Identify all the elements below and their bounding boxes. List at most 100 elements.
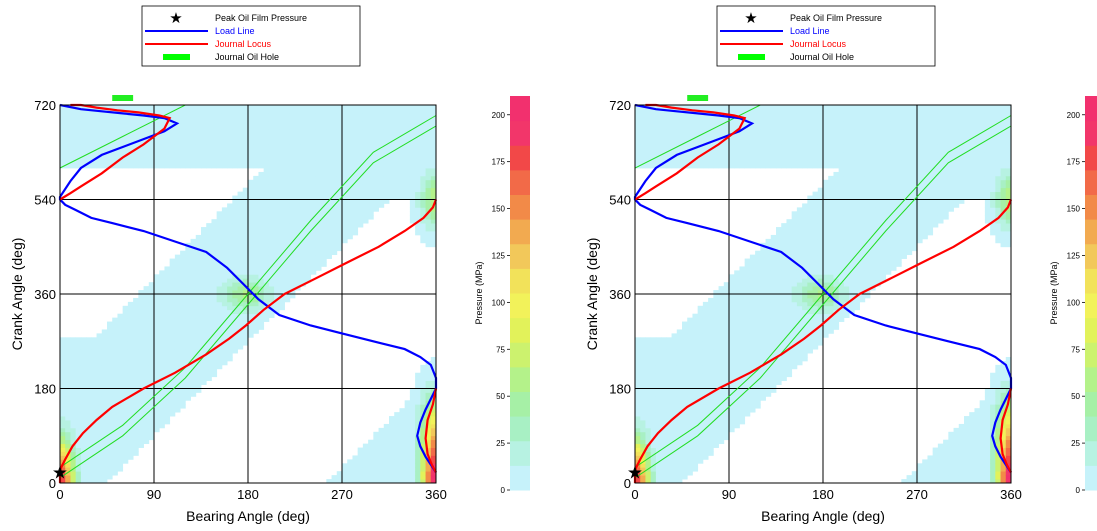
pressure-cell xyxy=(206,140,212,145)
pressure-cell xyxy=(154,156,160,161)
pressure-cell xyxy=(86,112,92,118)
pressure-cell xyxy=(107,443,113,448)
pressure-cell xyxy=(331,144,338,149)
pressure-cell xyxy=(159,152,165,157)
pressure-cell xyxy=(232,195,238,200)
pressure-cell xyxy=(430,380,437,385)
pressure-cell xyxy=(60,353,66,358)
pressure-cell xyxy=(655,479,662,484)
pressure-cell xyxy=(394,120,400,126)
pressure-cell xyxy=(221,309,228,315)
pressure-cell xyxy=(268,207,275,212)
pressure-cell xyxy=(80,404,87,409)
pressure-cell xyxy=(409,207,416,212)
pressure-cell xyxy=(263,160,270,165)
pressure-cell xyxy=(143,160,150,165)
pressure-cell xyxy=(242,301,249,307)
pressure-cell xyxy=(206,231,212,236)
pressure-cell xyxy=(640,364,646,370)
pressure-cell xyxy=(122,427,129,433)
pressure-cell xyxy=(362,160,369,165)
pressure-cell xyxy=(661,345,667,350)
pressure-cell xyxy=(326,203,332,208)
pressure-cell xyxy=(671,451,678,456)
pressure-cell xyxy=(389,132,395,137)
pressure-cell xyxy=(336,148,343,153)
pressure-cell xyxy=(284,258,291,263)
pressure-cell xyxy=(697,427,704,433)
pressure-cell xyxy=(279,195,285,200)
pressure-cell xyxy=(682,427,688,433)
pressure-cell xyxy=(133,144,139,149)
pressure-cell xyxy=(133,364,139,370)
pressure-cell xyxy=(713,325,719,330)
pressure-cell xyxy=(744,368,751,374)
pressure-cell xyxy=(645,152,652,157)
pressure-cell xyxy=(221,321,228,326)
pressure-cell xyxy=(86,349,92,354)
pressure-cell xyxy=(661,404,667,409)
pressure-cell xyxy=(237,286,244,291)
pressure-cell xyxy=(65,423,71,429)
pressure-cell xyxy=(744,282,751,287)
pressure-cell xyxy=(101,463,108,468)
pressure-cell xyxy=(661,357,667,362)
pressure-cell xyxy=(216,242,223,248)
pressure-cell xyxy=(75,404,82,409)
pressure-cell xyxy=(295,136,301,141)
pressure-cell xyxy=(190,294,197,299)
pressure-cell xyxy=(122,112,129,118)
pressure-cell xyxy=(425,152,432,157)
pressure-cell xyxy=(190,148,197,153)
pressure-cell xyxy=(676,329,683,334)
pressure-cell xyxy=(368,439,374,445)
pressure-cell xyxy=(201,357,207,362)
pressure-cell xyxy=(326,215,332,220)
pressure-cell xyxy=(127,120,134,126)
pressure-cell xyxy=(279,128,285,133)
pressure-cell xyxy=(409,451,416,456)
pressure-cell xyxy=(75,475,82,480)
pressure-cell xyxy=(723,329,730,334)
pressure-cell xyxy=(744,400,751,405)
pressure-cell xyxy=(723,427,730,433)
pressure-cell xyxy=(159,286,165,291)
pressure-cell xyxy=(107,156,113,161)
pressure-cell xyxy=(65,388,71,393)
pressure-cell xyxy=(666,349,672,354)
pressure-cell xyxy=(635,372,641,378)
pressure-cell xyxy=(185,112,191,118)
pressure-cell xyxy=(148,294,155,299)
pressure-cell xyxy=(185,128,191,133)
pressure-cell xyxy=(744,412,751,417)
pressure-cell xyxy=(70,455,77,460)
pressure-cell xyxy=(347,215,353,220)
pressure-cell xyxy=(409,408,416,413)
pressure-cell xyxy=(206,313,212,319)
pressure-cell xyxy=(635,152,641,157)
pressure-cell xyxy=(739,266,746,271)
pressure-cell xyxy=(655,416,662,421)
pressure-cell xyxy=(300,152,306,157)
pressure-cell xyxy=(232,321,238,326)
pressure-cell xyxy=(221,274,228,279)
pressure-cell xyxy=(430,179,437,185)
pressure-cell xyxy=(117,420,124,425)
pressure-cell xyxy=(133,333,139,338)
pressure-cell xyxy=(645,455,652,460)
pressure-cell xyxy=(180,136,186,141)
pressure-cell xyxy=(368,207,374,212)
pressure-cell xyxy=(702,132,709,137)
pressure-cell xyxy=(635,140,641,145)
pressure-cell xyxy=(671,353,678,358)
pressure-cell xyxy=(305,168,312,173)
pressure-cell xyxy=(744,392,751,397)
pressure-cell xyxy=(289,195,296,200)
pressure-cell xyxy=(368,467,374,472)
pressure-cell xyxy=(305,207,312,212)
pressure-cell xyxy=(399,187,406,193)
pressure-cell xyxy=(70,451,77,456)
pressure-cell xyxy=(635,144,641,149)
pressure-cell xyxy=(671,380,678,385)
pressure-cell xyxy=(195,124,202,130)
